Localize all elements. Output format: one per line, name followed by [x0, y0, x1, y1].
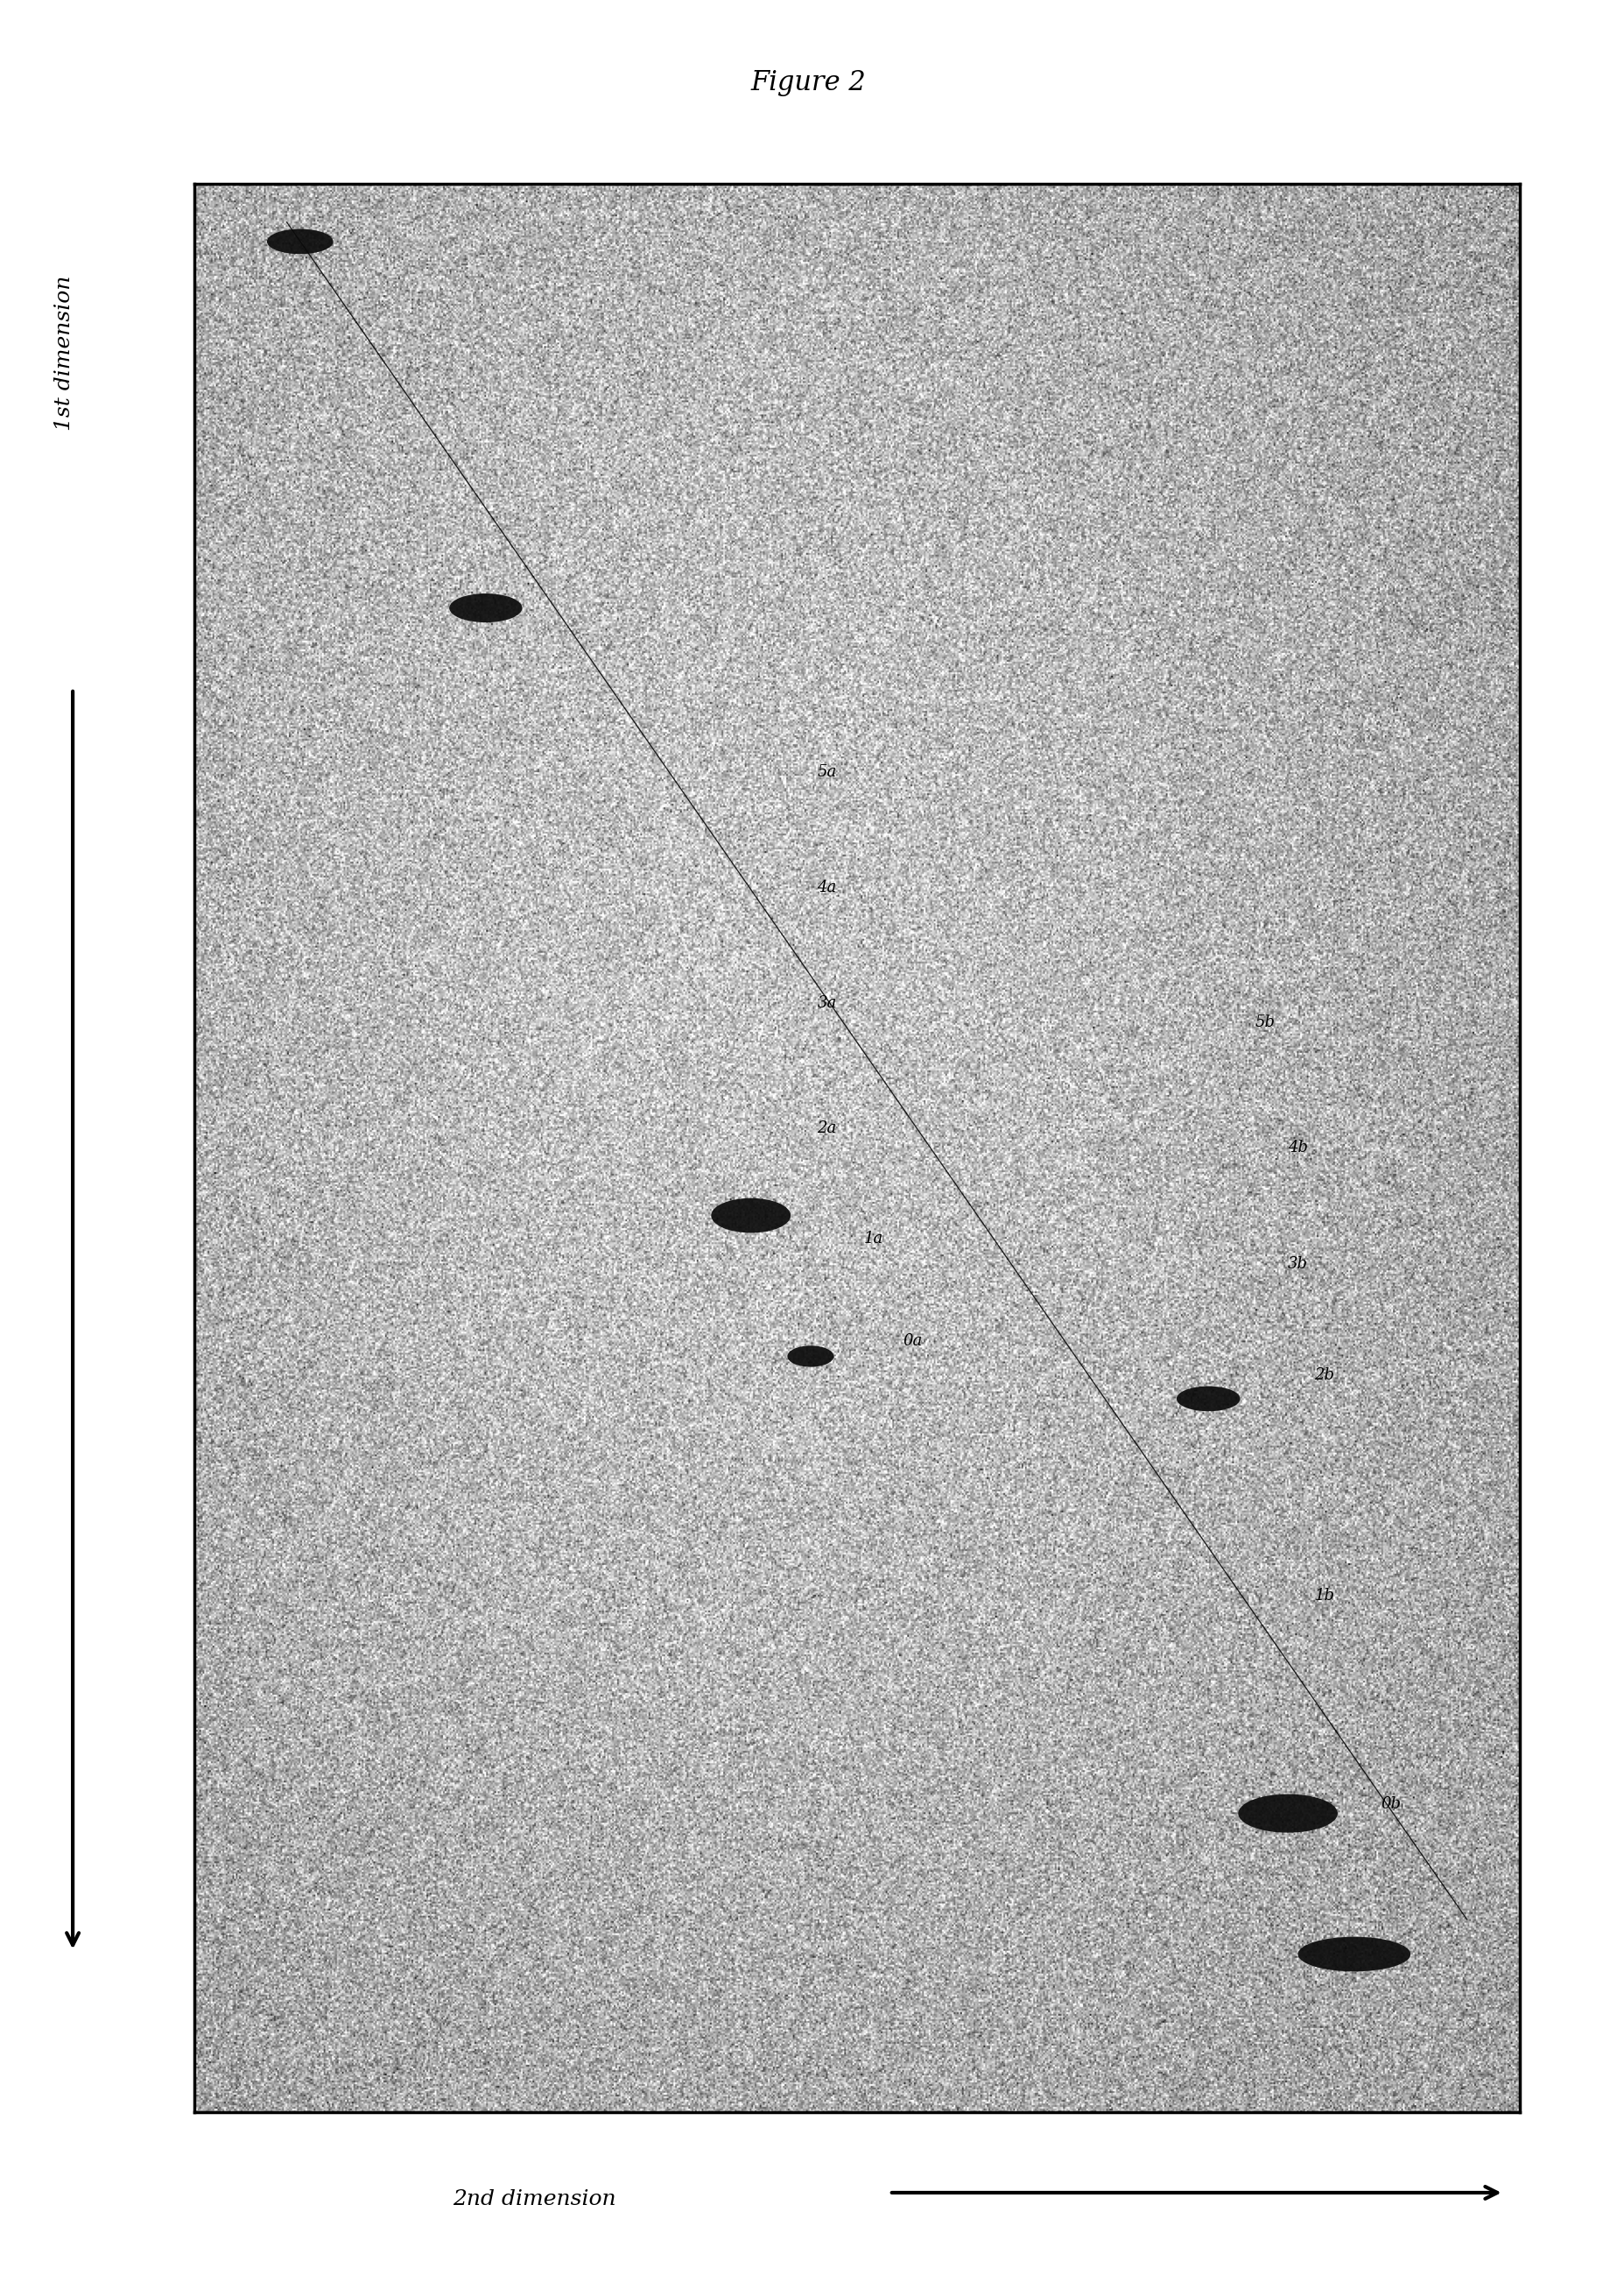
Text: 3b: 3b	[1287, 1256, 1308, 1272]
Text: Figure 2: Figure 2	[750, 69, 867, 96]
Text: 4a: 4a	[817, 879, 836, 895]
Text: 0b: 0b	[1381, 1795, 1400, 1812]
Text: 5b: 5b	[1255, 1015, 1274, 1031]
Ellipse shape	[1298, 1938, 1410, 1972]
Text: 2nd dimension: 2nd dimension	[453, 2190, 616, 2209]
Text: 2a: 2a	[817, 1120, 836, 1137]
Text: 1st dimension: 1st dimension	[55, 276, 74, 432]
Ellipse shape	[267, 230, 333, 255]
Ellipse shape	[450, 595, 522, 622]
Ellipse shape	[1177, 1387, 1240, 1412]
Text: 0a: 0a	[904, 1334, 923, 1348]
Text: 4b: 4b	[1287, 1141, 1308, 1155]
Text: 1b: 1b	[1315, 1587, 1334, 1603]
Ellipse shape	[787, 1345, 834, 1366]
Ellipse shape	[711, 1199, 791, 1233]
Text: 5a: 5a	[817, 765, 836, 781]
Text: 1a: 1a	[863, 1231, 883, 1247]
Text: 3a: 3a	[817, 996, 836, 1010]
Ellipse shape	[1239, 1793, 1337, 1832]
Text: 2b: 2b	[1315, 1368, 1334, 1384]
